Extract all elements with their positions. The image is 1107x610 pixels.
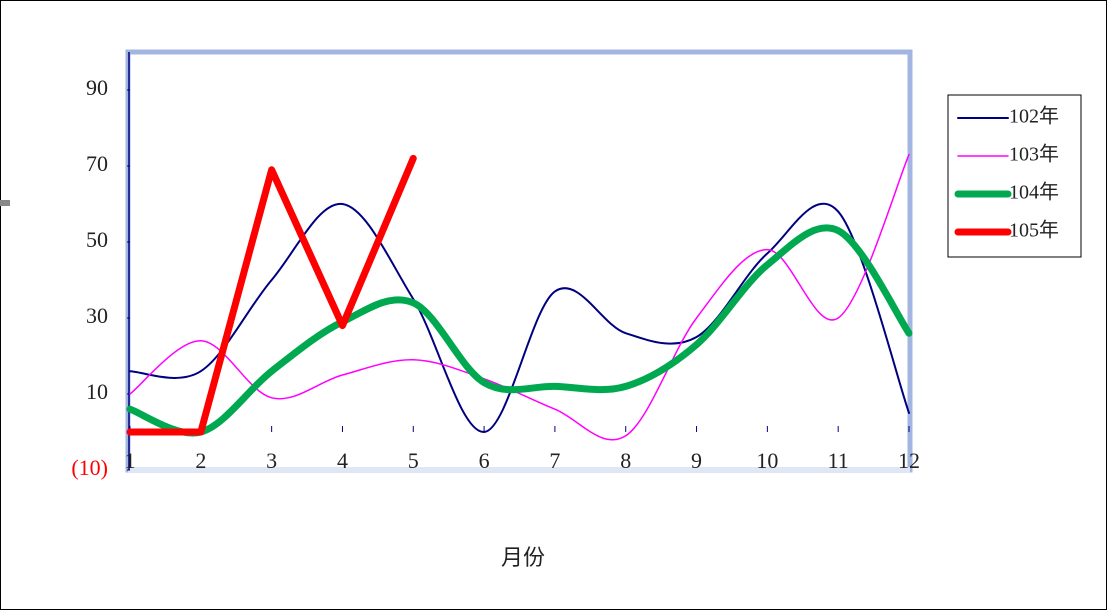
y-tick-label: 30: [86, 303, 108, 328]
x-tick-label: 7: [549, 448, 560, 473]
x-tick-label: 4: [337, 448, 348, 473]
edge-mark: [0, 200, 10, 206]
x-tick-label: 9: [691, 448, 702, 473]
series-line: [129, 202, 910, 434]
x-axis-label: 月份: [501, 545, 545, 570]
series-line: [129, 153, 910, 441]
legend-label: 105年: [1009, 219, 1059, 242]
y-tick-label: (10): [71, 455, 108, 480]
y-tick-label: 10: [86, 379, 108, 404]
series-line: [126, 154, 417, 436]
x-tick-label: 10: [756, 448, 778, 473]
y-tick-label: 50: [86, 227, 108, 252]
x-tick-label: 1: [125, 448, 136, 473]
series-line: [126, 224, 913, 437]
y-tick-label: 90: [86, 75, 108, 100]
x-tick-label: 5: [408, 448, 419, 473]
x-tick-label: 11: [828, 448, 849, 473]
legend-label: 102年: [1009, 105, 1059, 128]
y-tick-label: 70: [86, 151, 108, 176]
x-tick-label: 2: [195, 448, 206, 473]
x-tick-label: 8: [620, 448, 631, 473]
x-tick-label: 6: [479, 448, 490, 473]
legend-label: 103年: [1009, 143, 1059, 166]
x-tick-label: 12: [898, 448, 920, 473]
x-tick-label: 3: [266, 448, 277, 473]
legend-label: 104年: [1009, 181, 1059, 204]
